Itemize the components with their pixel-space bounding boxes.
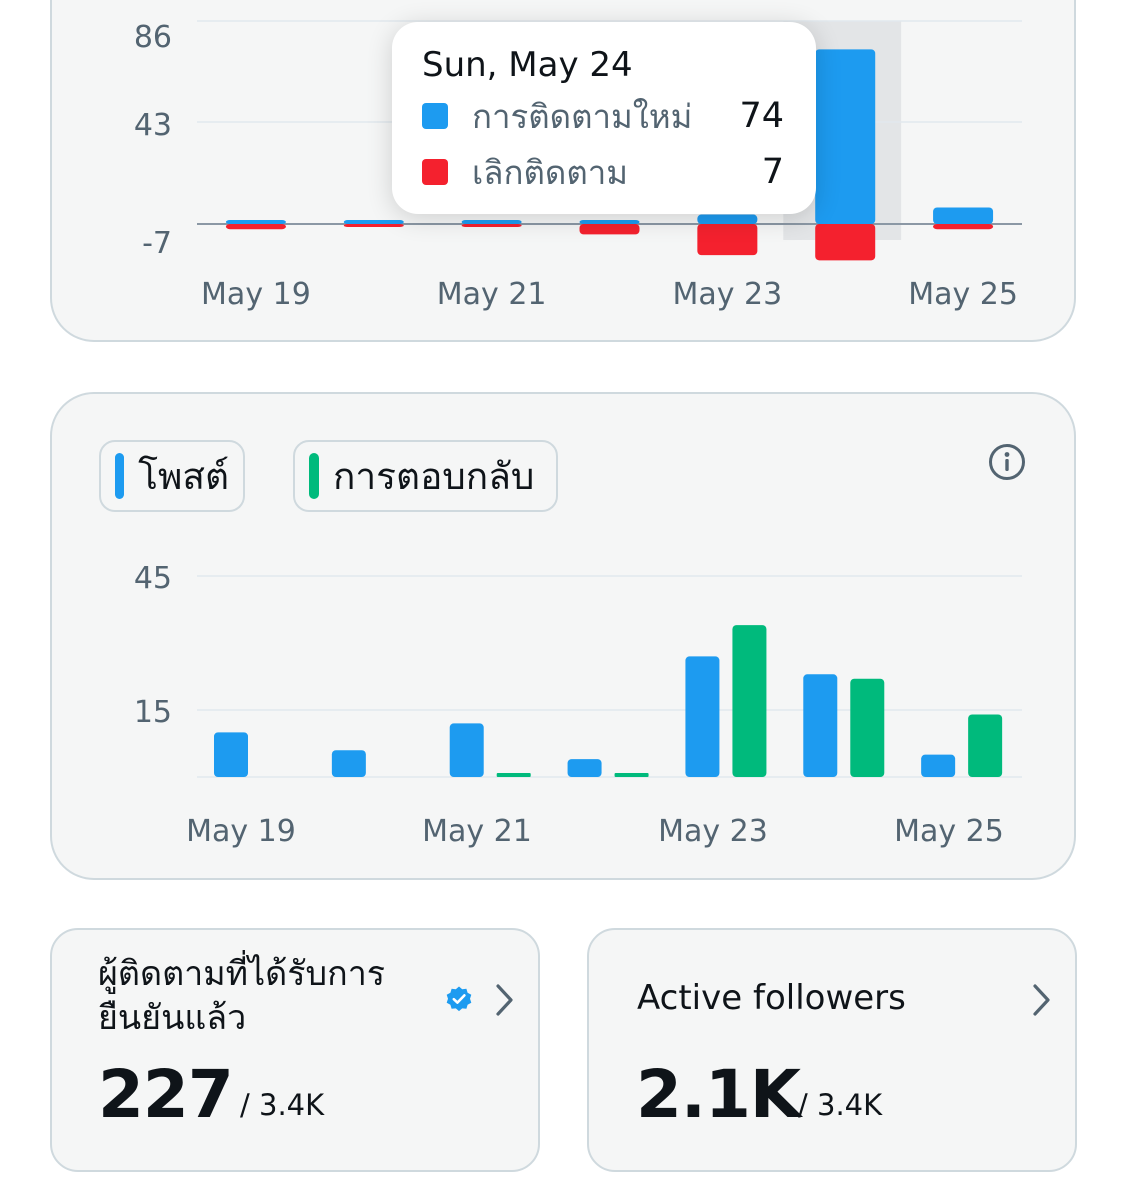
- tooltip-value: 74: [739, 96, 784, 136]
- tooltip-label: เลิกติดตาม: [472, 152, 629, 192]
- chevron-right-icon[interactable]: [1031, 983, 1053, 1017]
- legend-color-bar: [115, 453, 125, 499]
- bar-replies: [614, 773, 649, 777]
- bar-unfollows: [343, 224, 404, 227]
- legend-toggle-posts[interactable]: โพสต์: [99, 440, 245, 512]
- y-tick-label: -7: [142, 226, 172, 261]
- tooltip-label: การติดตามใหม่: [472, 96, 693, 136]
- title-line: ผู้ติดตามที่ได้รับการ: [98, 954, 386, 994]
- bar-posts: [685, 656, 720, 777]
- x-tick-label: May 23: [672, 277, 782, 312]
- bar-new-follows: [225, 220, 286, 224]
- new-follows-swatch: [422, 103, 448, 129]
- verified-badge-icon: [446, 986, 472, 1012]
- legend-color-bar: [309, 453, 319, 499]
- bar-unfollows: [697, 224, 758, 256]
- bar-new-follows: [461, 220, 522, 224]
- bar-new-follows: [815, 49, 876, 225]
- bar-new-follows: [697, 214, 758, 224]
- active-followers-card[interactable]: [587, 928, 1077, 1172]
- tooltip-row-new-follows: การติดตามใหม่ 74: [422, 88, 784, 144]
- verified-followers-count: 227: [98, 1056, 234, 1133]
- bar-unfollows: [579, 224, 640, 235]
- verified-followers-title: ผู้ติดตามที่ได้รับการ ยืนยันแล้ว: [98, 952, 428, 1040]
- posts-bar-chart[interactable]: 45 15 May 19 May 21 May 23 May 25: [0, 540, 1126, 860]
- verified-followers-card[interactable]: [50, 928, 540, 1172]
- title-line: ยืนยันแล้ว: [98, 998, 247, 1038]
- tooltip-date: Sun, May 24: [422, 45, 633, 85]
- tooltip-value: 7: [761, 152, 784, 192]
- bar-replies: [968, 714, 1003, 777]
- bar-new-follows: [579, 220, 640, 224]
- bar-unfollows: [225, 224, 286, 230]
- chart-tooltip: Sun, May 24 การติดตามใหม่ 74 เลิกติดตาม …: [392, 22, 816, 214]
- unfollows-swatch: [422, 159, 448, 185]
- verified-followers-total: / 3.4K: [240, 1088, 325, 1122]
- bar-new-follows: [343, 220, 404, 224]
- tooltip-row-unfollows: เลิกติดตาม 7: [422, 144, 784, 200]
- legend-label: การตอบกลับ: [333, 454, 535, 498]
- active-followers-title: Active followers: [637, 978, 906, 1018]
- y-tick-label: 86: [134, 20, 172, 55]
- x-tick-label: May 25: [908, 277, 1018, 312]
- bar-replies: [850, 678, 885, 777]
- x-tick-label: May 25: [894, 814, 1004, 849]
- bar-posts: [331, 750, 366, 777]
- x-tick-label: May 23: [658, 814, 768, 849]
- bar-unfollows: [933, 224, 994, 230]
- bar-replies: [732, 625, 767, 777]
- legend-label: โพสต์: [138, 454, 229, 498]
- x-tick-label: May 19: [201, 277, 311, 312]
- x-tick-label: May 21: [437, 277, 547, 312]
- bar-posts: [214, 732, 248, 777]
- bar-unfollows: [815, 224, 876, 261]
- legend-toggle-replies[interactable]: การตอบกลับ: [293, 440, 558, 512]
- bar-posts: [449, 723, 484, 777]
- x-tick-label: May 19: [186, 814, 296, 849]
- y-tick-label: 43: [134, 108, 172, 143]
- bar-unfollows: [461, 224, 522, 227]
- bar-posts: [567, 759, 602, 777]
- info-icon[interactable]: [988, 443, 1026, 481]
- bar-new-follows: [933, 207, 994, 224]
- active-followers-count: 2.1K: [636, 1056, 801, 1133]
- active-followers-total: / 3.4K: [798, 1088, 883, 1122]
- bar-posts: [803, 674, 838, 777]
- bar-replies: [496, 773, 531, 777]
- x-tick-label: May 21: [422, 814, 532, 849]
- y-tick-label: 45: [134, 561, 172, 596]
- bar-posts: [921, 754, 956, 777]
- chevron-right-icon[interactable]: [494, 983, 516, 1017]
- y-tick-label: 15: [134, 695, 172, 730]
